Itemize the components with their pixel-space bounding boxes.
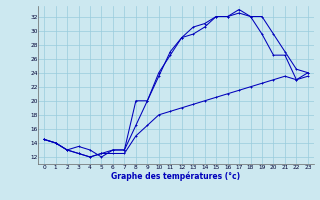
- X-axis label: Graphe des températures (°c): Graphe des températures (°c): [111, 171, 241, 181]
